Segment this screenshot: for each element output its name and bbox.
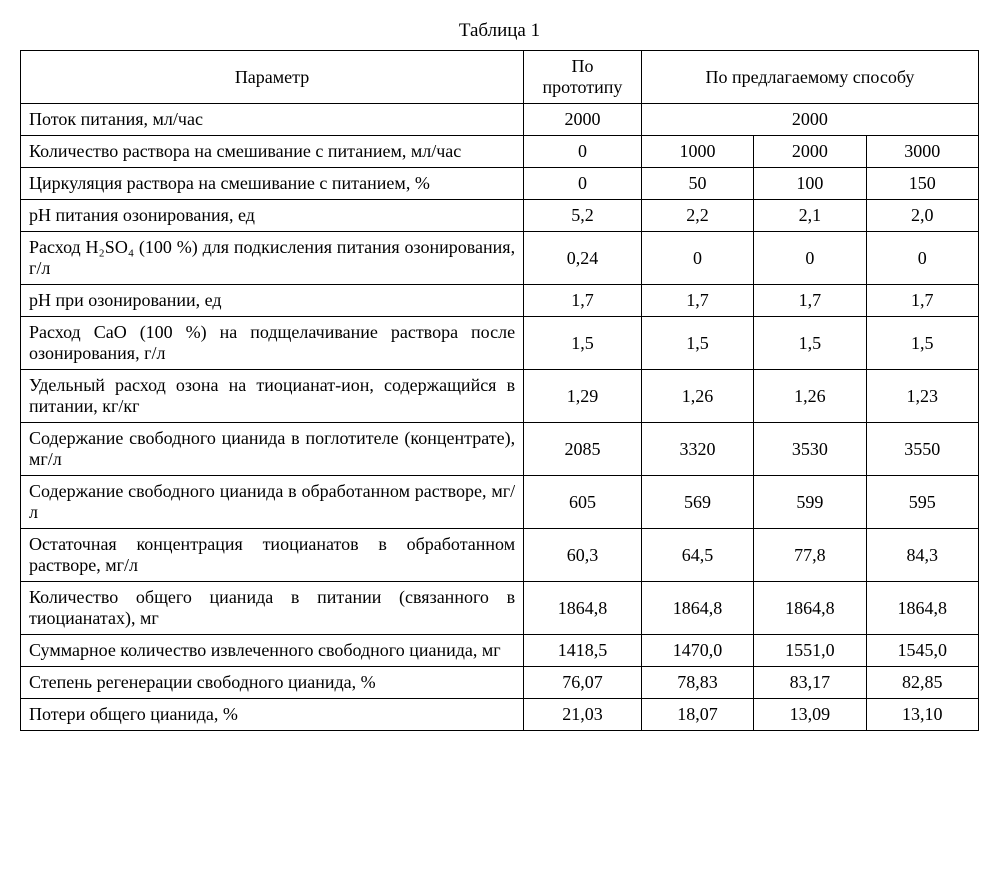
table-row: Количество общего цианида в питании (свя… bbox=[21, 582, 979, 635]
val-cell: 3530 bbox=[754, 423, 866, 476]
table-row: Остаточная концентрация тиоцианатов в об… bbox=[21, 529, 979, 582]
val-cell: 569 bbox=[641, 476, 753, 529]
val-cell: 1551,0 bbox=[754, 635, 866, 667]
table-row: Количество раствора на смешивание с пита… bbox=[21, 136, 979, 168]
proto-cell: 0 bbox=[524, 136, 642, 168]
val-cell: 100 bbox=[754, 168, 866, 200]
val-cell: 1,7 bbox=[866, 285, 978, 317]
param-cell: рН питания озонирования, ед bbox=[21, 200, 524, 232]
param-cell: Количество раствора на смешивание с пита… bbox=[21, 136, 524, 168]
table-row: рН питания озонирования, ед5,22,22,12,0 bbox=[21, 200, 979, 232]
val-cell: 1545,0 bbox=[866, 635, 978, 667]
table-row: Расход H₂SO₄ (100 %) для подкисления пит… bbox=[21, 232, 979, 285]
table-row: Расход CaO (100 %) на подщелачивание рас… bbox=[21, 317, 979, 370]
param-cell: Расход CaO (100 %) на подщелачивание рас… bbox=[21, 317, 524, 370]
table-row: Удельный расход озона на тиоцианат-ион, … bbox=[21, 370, 979, 423]
val-cell: 1,23 bbox=[866, 370, 978, 423]
table-row: Потери общего цианида, %21,0318,0713,091… bbox=[21, 699, 979, 731]
param-cell: Содержание свободного цианида в обработа… bbox=[21, 476, 524, 529]
table-row: Степень регенерации свободного цианида, … bbox=[21, 667, 979, 699]
val-cell: 1864,8 bbox=[754, 582, 866, 635]
data-table: Параметр По прототипу По предлагаемому с… bbox=[20, 50, 979, 731]
val-cell: 1,5 bbox=[866, 317, 978, 370]
table-row: Содержание свободного цианида в поглотит… bbox=[21, 423, 979, 476]
header-prototype: По прототипу bbox=[524, 51, 642, 104]
val-cell: 1,26 bbox=[641, 370, 753, 423]
param-cell: Поток питания, мл/час bbox=[21, 104, 524, 136]
header-param: Параметр bbox=[21, 51, 524, 104]
val-cell: 1,7 bbox=[641, 285, 753, 317]
val-cell: 83,17 bbox=[754, 667, 866, 699]
proto-cell: 2085 bbox=[524, 423, 642, 476]
header-proposed: По предлагаемому способу bbox=[641, 51, 978, 104]
proto-cell: 21,03 bbox=[524, 699, 642, 731]
param-cell: Содержание свободного цианида в поглотит… bbox=[21, 423, 524, 476]
param-cell: Расход H₂SO₄ (100 %) для подкисления пит… bbox=[21, 232, 524, 285]
val-cell: 1000 bbox=[641, 136, 753, 168]
proto-cell: 1,29 bbox=[524, 370, 642, 423]
proto-cell: 1418,5 bbox=[524, 635, 642, 667]
val-cell: 84,3 bbox=[866, 529, 978, 582]
proto-cell: 60,3 bbox=[524, 529, 642, 582]
val-cell: 77,8 bbox=[754, 529, 866, 582]
val-cell: 3550 bbox=[866, 423, 978, 476]
val-cell: 82,85 bbox=[866, 667, 978, 699]
val-cell: 1864,8 bbox=[641, 582, 753, 635]
val-cell: 0 bbox=[641, 232, 753, 285]
val-cell: 1,5 bbox=[641, 317, 753, 370]
val-cell: 1,26 bbox=[754, 370, 866, 423]
val-cell: 2,2 bbox=[641, 200, 753, 232]
param-cell: Остаточная концентрация тиоцианатов в об… bbox=[21, 529, 524, 582]
val-cell: 0 bbox=[866, 232, 978, 285]
val-cell: 150 bbox=[866, 168, 978, 200]
proto-cell: 1,5 bbox=[524, 317, 642, 370]
val-cell: 50 bbox=[641, 168, 753, 200]
val-cell: 2,0 bbox=[866, 200, 978, 232]
table-row: Циркуляция раствора на смешивание с пита… bbox=[21, 168, 979, 200]
table-row: Содержание свободного цианида в обработа… bbox=[21, 476, 979, 529]
param-cell: Суммарное количество извлеченного свобод… bbox=[21, 635, 524, 667]
val-cell: 1,7 bbox=[754, 285, 866, 317]
proto-cell: 605 bbox=[524, 476, 642, 529]
proto-cell: 1,7 bbox=[524, 285, 642, 317]
header-row: Параметр По прототипу По предлагаемому с… bbox=[21, 51, 979, 104]
proto-cell: 1864,8 bbox=[524, 582, 642, 635]
proto-cell: 0 bbox=[524, 168, 642, 200]
table-row: Суммарное количество извлеченного свобод… bbox=[21, 635, 979, 667]
param-cell: Степень регенерации свободного цианида, … bbox=[21, 667, 524, 699]
val-cell: 3000 bbox=[866, 136, 978, 168]
val-cell: 1,5 bbox=[754, 317, 866, 370]
val-cell: 0 bbox=[754, 232, 866, 285]
val-cell: 1470,0 bbox=[641, 635, 753, 667]
table-row: рН при озонировании, ед1,71,71,71,7 bbox=[21, 285, 979, 317]
param-cell: Потери общего цианида, % bbox=[21, 699, 524, 731]
val-cell: 599 bbox=[754, 476, 866, 529]
table-row: Поток питания, мл/час20002000 bbox=[21, 104, 979, 136]
val-cell: 18,07 bbox=[641, 699, 753, 731]
val-cell: 2000 bbox=[641, 104, 978, 136]
param-cell: рН при озонировании, ед bbox=[21, 285, 524, 317]
val-cell: 2,1 bbox=[754, 200, 866, 232]
val-cell: 64,5 bbox=[641, 529, 753, 582]
val-cell: 78,83 bbox=[641, 667, 753, 699]
param-cell: Удельный расход озона на тиоцианат-ион, … bbox=[21, 370, 524, 423]
param-cell: Количество общего цианида в питании (свя… bbox=[21, 582, 524, 635]
val-cell: 1864,8 bbox=[866, 582, 978, 635]
table-title: Таблица 1 bbox=[20, 20, 979, 42]
val-cell: 595 bbox=[866, 476, 978, 529]
val-cell: 3320 bbox=[641, 423, 753, 476]
proto-cell: 76,07 bbox=[524, 667, 642, 699]
proto-cell: 0,24 bbox=[524, 232, 642, 285]
proto-cell: 5,2 bbox=[524, 200, 642, 232]
val-cell: 13,09 bbox=[754, 699, 866, 731]
val-cell: 2000 bbox=[754, 136, 866, 168]
val-cell: 13,10 bbox=[866, 699, 978, 731]
proto-cell: 2000 bbox=[524, 104, 642, 136]
param-cell: Циркуляция раствора на смешивание с пита… bbox=[21, 168, 524, 200]
